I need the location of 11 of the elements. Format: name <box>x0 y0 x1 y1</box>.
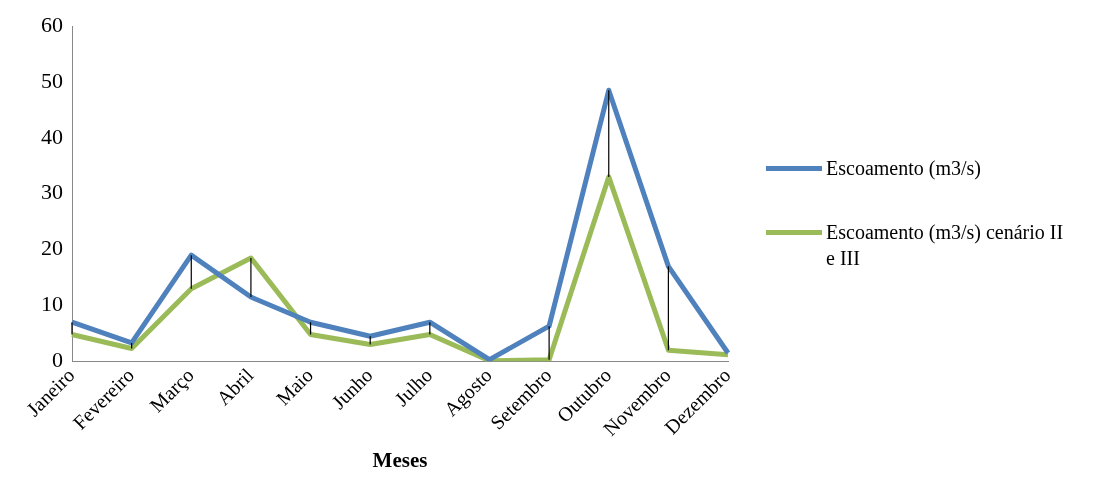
y-tick-label: 30 <box>41 179 63 205</box>
legend-label: Escoamento (m3/s) <box>826 156 982 181</box>
legend-label: Escoamento (m3/s) cenário II e III <box>826 220 1065 271</box>
y-tick-label: 20 <box>41 235 63 261</box>
x-tick-label: Maio <box>271 363 318 410</box>
y-tick-label: 0 <box>52 347 63 373</box>
y-tick-label: 60 <box>41 11 63 37</box>
y-tick-label: 40 <box>41 123 63 149</box>
y-tick-label: 50 <box>41 67 63 93</box>
x-axis-title: Meses <box>372 447 428 472</box>
y-tick-label: 10 <box>41 291 63 317</box>
